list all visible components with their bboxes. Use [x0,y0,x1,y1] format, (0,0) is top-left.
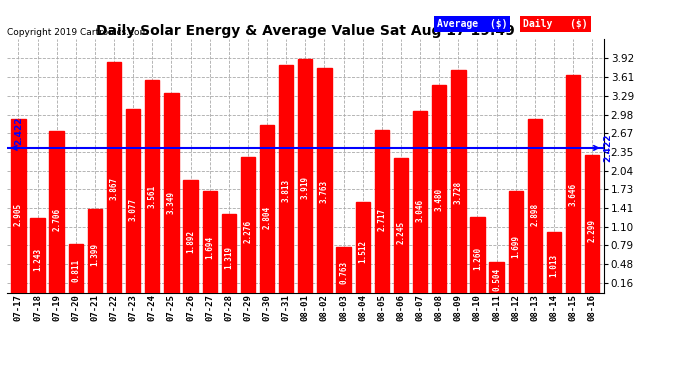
Text: 1.319: 1.319 [224,246,233,268]
Text: 1.892: 1.892 [186,230,195,253]
Bar [471,217,484,292]
Text: 1.512: 1.512 [358,240,367,264]
Text: 2.422: 2.422 [603,134,612,162]
Text: 3.919: 3.919 [301,176,310,199]
Text: 2.706: 2.706 [52,208,61,231]
Text: 2.898: 2.898 [531,203,540,226]
Bar [164,93,179,292]
Text: Copyright 2019 Cartronics.com: Copyright 2019 Cartronics.com [7,28,148,37]
Bar [451,70,466,292]
Text: 2.717: 2.717 [377,208,386,231]
Text: 1.399: 1.399 [90,243,99,267]
Bar [566,75,580,292]
Title: Daily Solar Energy & Average Value Sat Aug 17 19:49: Daily Solar Energy & Average Value Sat A… [96,24,515,38]
Text: 0.763: 0.763 [339,261,348,284]
Text: 1.694: 1.694 [205,236,214,258]
Text: 3.077: 3.077 [128,198,138,221]
Bar [88,209,102,292]
Text: 2.422: 2.422 [14,116,23,145]
Bar [279,65,293,292]
Bar [184,180,198,292]
Bar [528,120,542,292]
Bar [260,125,274,292]
Bar [355,202,370,292]
Text: 3.867: 3.867 [110,177,119,200]
Bar [432,85,446,292]
Text: 3.046: 3.046 [415,199,424,222]
Bar [241,157,255,292]
Text: Average  ($): Average ($) [437,19,507,29]
Text: 1.260: 1.260 [473,247,482,270]
Bar [337,247,351,292]
Bar [298,58,313,292]
Bar [489,262,504,292]
Text: 1.013: 1.013 [549,254,558,277]
Text: 3.813: 3.813 [282,178,290,202]
Text: 2.299: 2.299 [588,219,597,242]
Bar [509,191,523,292]
Text: 3.728: 3.728 [454,181,463,204]
Bar [30,218,45,292]
Text: Daily   ($): Daily ($) [523,19,588,29]
Bar [107,62,121,292]
Text: 3.561: 3.561 [148,185,157,209]
Text: 3.349: 3.349 [167,191,176,214]
Bar [11,119,26,292]
Text: 2.905: 2.905 [14,203,23,226]
Text: 0.504: 0.504 [492,267,501,291]
Bar [585,155,600,292]
Bar [145,80,159,292]
Bar [394,159,408,292]
Bar [375,130,389,292]
Text: 0.811: 0.811 [71,259,80,282]
Bar [221,214,236,292]
Text: 3.480: 3.480 [435,188,444,211]
Text: 1.699: 1.699 [511,235,520,258]
Text: 3.763: 3.763 [320,180,329,203]
Bar [202,191,217,292]
Bar [413,111,427,292]
Text: 2.276: 2.276 [244,220,253,243]
Bar [68,244,83,292]
Text: 3.646: 3.646 [569,183,578,206]
Text: 2.245: 2.245 [397,220,406,244]
Bar [317,68,332,292]
Bar [50,131,63,292]
Bar [126,109,140,292]
Bar [547,232,561,292]
Text: 2.804: 2.804 [263,206,272,229]
Text: 1.243: 1.243 [33,248,42,271]
